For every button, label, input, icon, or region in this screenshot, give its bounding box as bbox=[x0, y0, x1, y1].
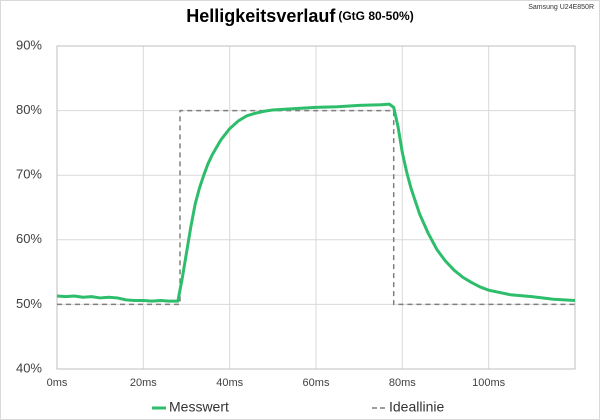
y-tick-label: 50% bbox=[16, 296, 42, 311]
legend-label: Ideallinie bbox=[389, 399, 444, 415]
chart-title: Helligkeitsverlauf bbox=[186, 6, 336, 26]
y-tick-label: 70% bbox=[16, 167, 42, 182]
x-tick-label: 60ms bbox=[303, 377, 330, 389]
x-tick-label: 100ms bbox=[472, 377, 506, 389]
x-tick-label: 80ms bbox=[389, 377, 416, 389]
data-line bbox=[56, 102, 576, 303]
plot-border bbox=[56, 45, 576, 370]
x-tick-label: 20ms bbox=[130, 377, 157, 389]
chart-heading: Helligkeitsverlauf (GtG 80-50%) bbox=[186, 6, 413, 26]
annotation: Samsung U24E850R bbox=[528, 4, 594, 11]
x-tick-label: 40ms bbox=[216, 377, 243, 389]
y-tick-label: 90% bbox=[16, 37, 42, 52]
legend-label: Messwert bbox=[169, 399, 229, 415]
y-tick-label: 40% bbox=[16, 360, 42, 375]
y-tick-label: 80% bbox=[16, 102, 42, 117]
x-tick-label: 0ms bbox=[47, 377, 68, 389]
chart-subtitle: (GtG 80-50%) bbox=[338, 9, 413, 23]
y-tick-label: 60% bbox=[16, 231, 42, 246]
